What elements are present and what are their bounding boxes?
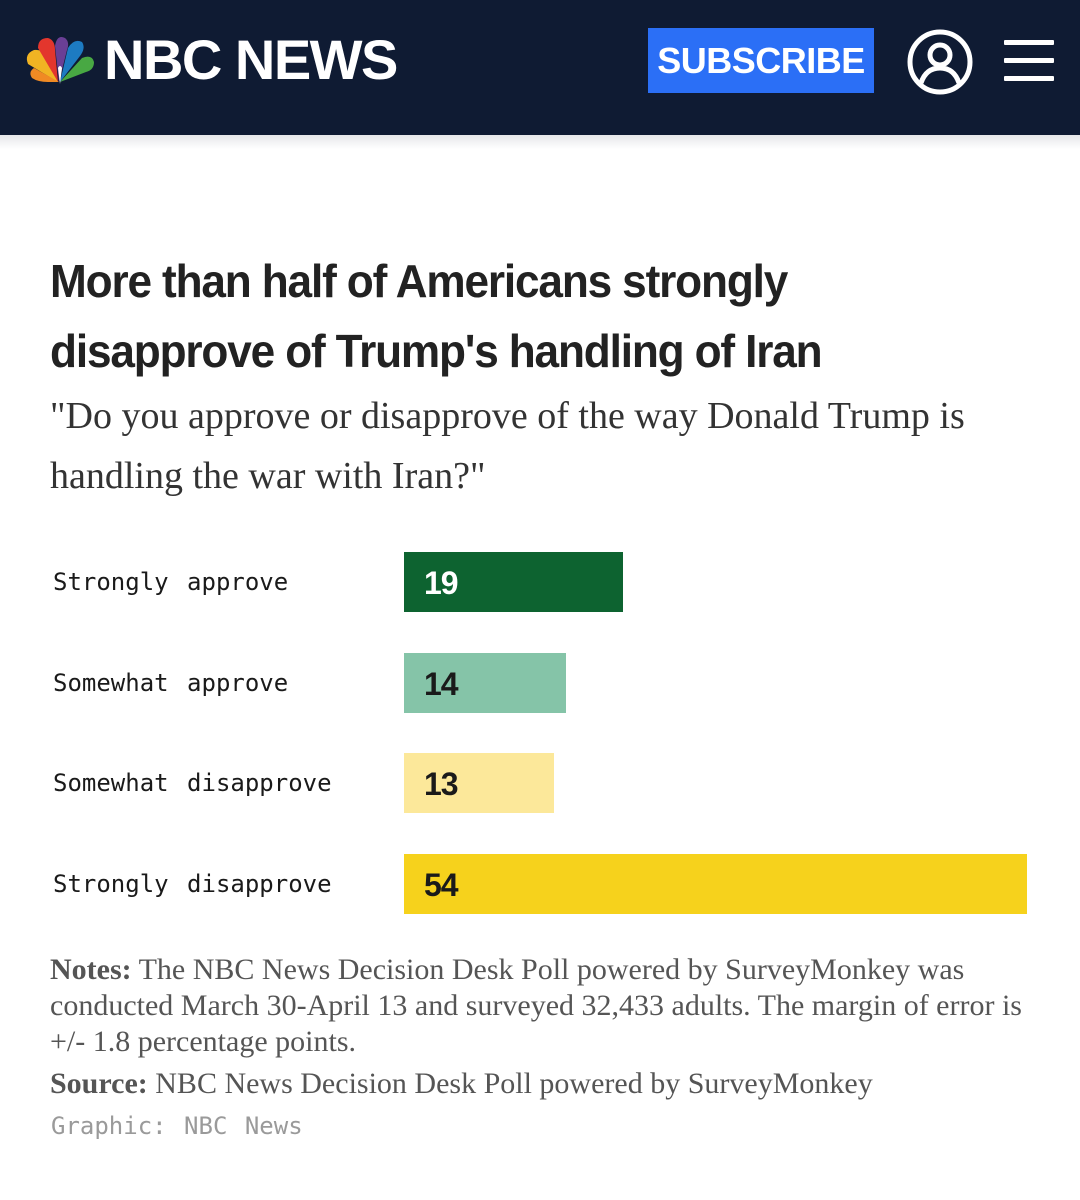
nbc-news-logo[interactable]: NBC NEWS	[24, 28, 398, 91]
category-label: Somewhat approve	[53, 668, 289, 697]
bar-chart: Strongly approve 19 Somewhat approve 14 Some…	[0, 540, 1080, 930]
bar-value-label: 54	[424, 866, 459, 903]
bar-value-label: 13	[424, 766, 459, 802]
top-navigation-bar: NBC NEWS SUBSCRIBE	[0, 0, 1080, 149]
notes-text: The NBC News Decision Desk Poll powered …	[50, 953, 1022, 1058]
bar-somewhat-approve: 14	[404, 652, 566, 713]
graphic-credit: Graphic: NBC News	[51, 1112, 303, 1140]
bar-somewhat-disapprove: 13	[404, 753, 554, 813]
category-label: Strongly approve	[53, 568, 289, 596]
brand-name: NBC NEWS	[104, 28, 398, 91]
bar-strongly-disapprove: 54	[404, 853, 1027, 914]
bar-strongly-approve: 19	[404, 552, 623, 612]
source-text: NBC News Decision Desk Poll powered by S…	[147, 1067, 873, 1100]
bar-value-label: 19	[424, 565, 459, 601]
category-label: Strongly disapprove	[53, 869, 332, 898]
peacock-logo-icon	[26, 37, 94, 84]
chart-notes: Notes: The NBC News Decision Desk Poll p…	[50, 952, 1040, 1060]
chart-title: More than half of Americans strongly dis…	[50, 255, 823, 377]
notes-label: Notes:	[50, 953, 132, 986]
subscribe-button[interactable]: SUBSCRIBE	[648, 28, 874, 93]
category-label: Somewhat disapprove	[53, 769, 332, 797]
account-icon[interactable]	[906, 28, 974, 96]
bar-value-label: 14	[424, 665, 459, 702]
chart-subtitle: "Do you approve or disapprove of the way…	[50, 395, 965, 497]
source-label: Source:	[50, 1067, 148, 1100]
hamburger-menu-icon[interactable]	[1004, 38, 1056, 84]
chart-source: Source: NBC News Decision Desk Poll powe…	[50, 1066, 1040, 1102]
